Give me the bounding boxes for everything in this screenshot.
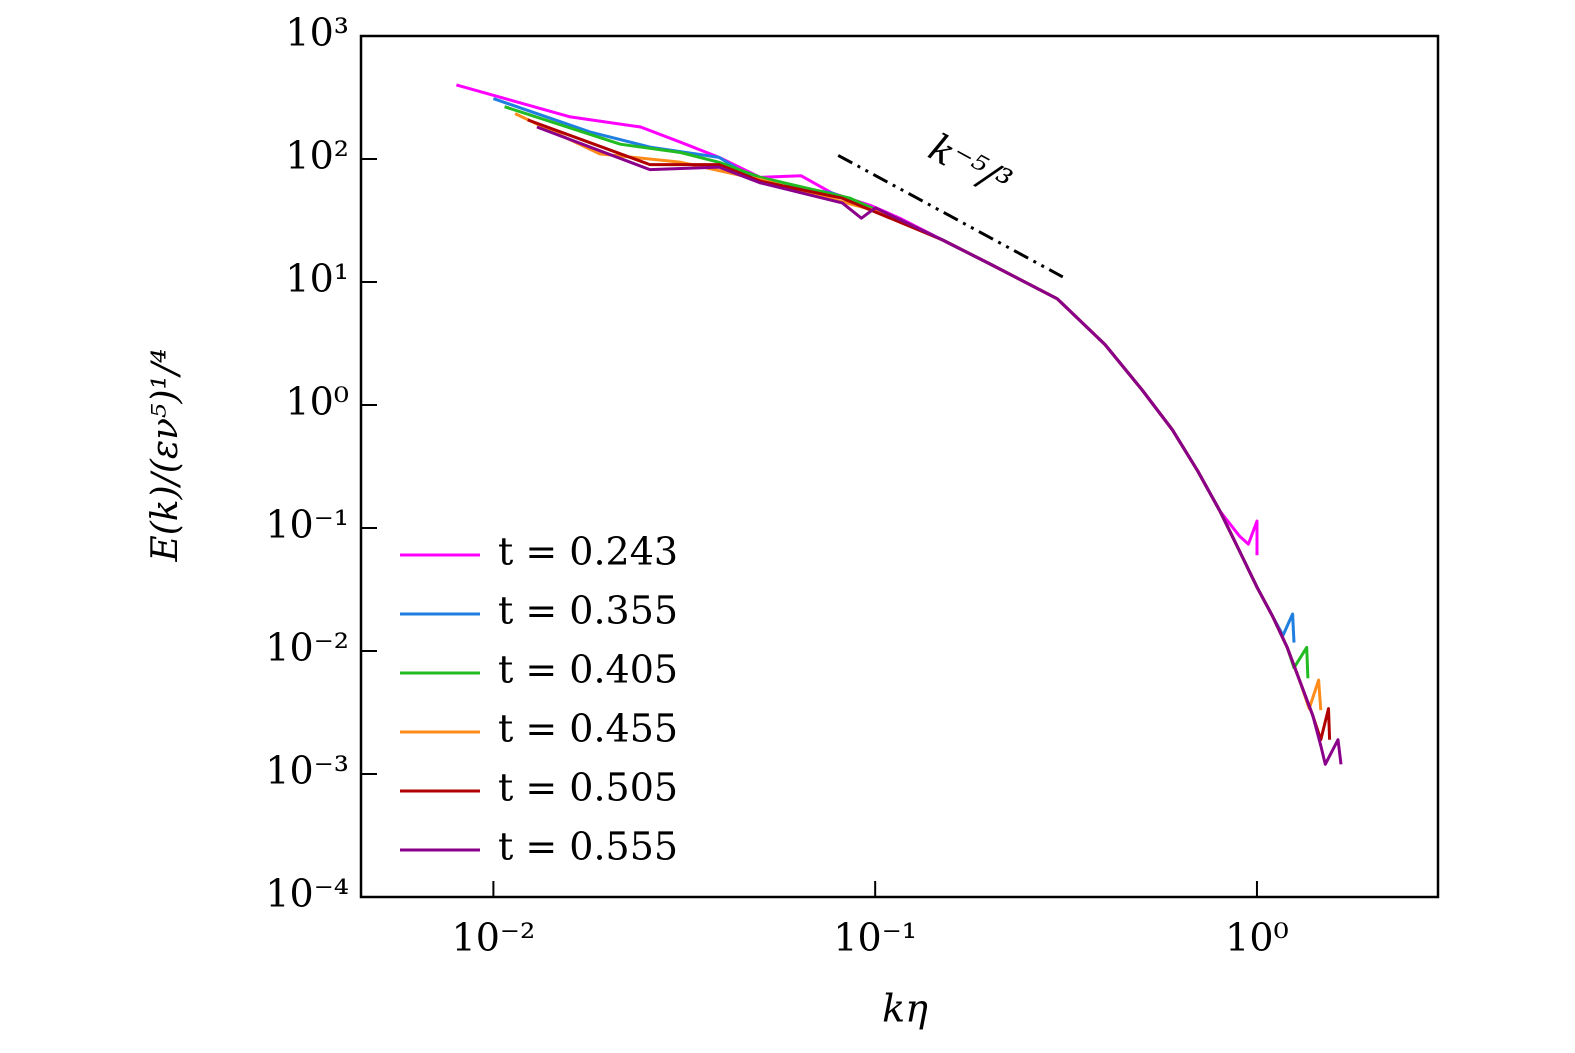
y-tick-label: 10¹ [285,257,349,301]
y-tick-label: 10⁻⁴ [265,872,349,916]
series-line [536,125,1343,766]
series-line [455,83,1259,556]
y-tick-label: 10⁰ [285,380,349,424]
plot-frame [359,34,1440,899]
legend-label: t = 0.243 [498,530,678,574]
y-tick-label: 10⁻² [265,626,349,670]
x-axis-label: kη [882,987,928,1031]
x-tick-label: 10⁻¹ [833,916,917,960]
y-axis-label: E(k)/(εν⁵)¹/⁴ [145,348,186,562]
x-tick-label: 10⁻² [452,916,536,960]
reference-line [837,154,1064,279]
y-tick-label: 10⁻¹ [265,503,349,547]
x-tick-label: 10⁰ [1225,916,1289,960]
y-tick-label: 10³ [285,11,349,55]
legend-label: t = 0.355 [498,589,678,633]
y-tick-label: 10⁻³ [265,749,349,793]
legend-label: t = 0.455 [498,707,678,751]
legend-label: t = 0.555 [498,825,678,869]
legend-label: t = 0.405 [498,648,678,692]
reference-label: k⁻⁵/³ [922,125,1019,205]
y-tick-label: 10² [285,134,349,178]
legend-label: t = 0.505 [498,766,678,810]
